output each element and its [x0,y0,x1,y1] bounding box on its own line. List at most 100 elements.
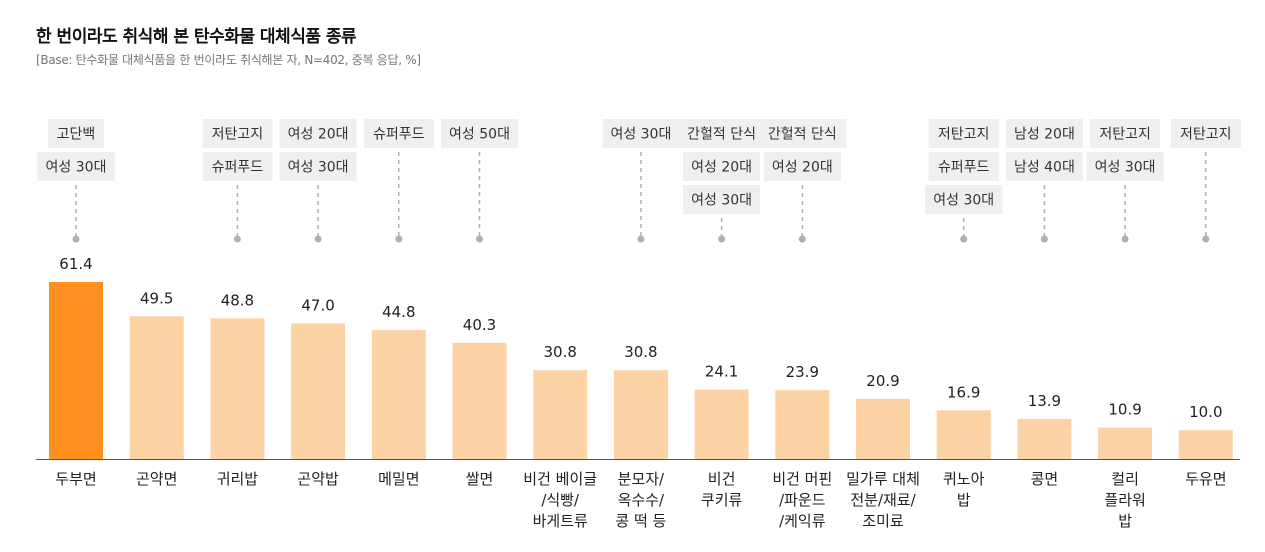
category-label-0: 두부면 [55,470,96,488]
connector-dot-13 [1121,235,1129,243]
category-label-12: 콩면 [1031,470,1059,488]
bar-7 [613,370,668,459]
category-label-10: 밀가루 대체 전분/재료/조미료 [846,470,920,530]
category-label-line: 콩면 [1031,470,1059,488]
category-label-line: 밥 [1118,512,1132,530]
annotation-tag-0-1: 여성 30대 [46,160,107,176]
annotation-tag-bg-13-0 [1090,119,1161,148]
annotation-tag-bg-8-0 [677,119,766,148]
bar-12 [1017,418,1072,459]
connector-dot-4 [395,235,403,243]
category-label-line: 전분/재료/ [850,491,916,509]
category-labels: 두부면 곤약면 귀리밥 곤약밥 메밀면 쌀면 비건 베이글/식빵/바게트류 분모자/옥수수/콩… [55,470,1226,530]
annotation-tag-bg-8-1 [683,152,761,181]
category-label-line: 비건 베이글 [523,470,597,488]
annotation-tag-0-0: 고단백 [57,127,96,143]
annotation-tag-bg-9-0 [758,119,847,148]
category-label-line: 비건 머핀 [772,470,832,488]
category-label-line: 조미료 [862,512,904,530]
connector-dot-8 [718,235,726,243]
annotation-tag-11-1: 슈퍼푸드 [938,160,990,176]
value-label-11: 16.9 [947,383,980,401]
bar-14 [1178,430,1233,459]
annotation-tag-8-2: 여성 30대 [691,193,752,209]
bar-5 [452,342,507,459]
annotation-tag-bg-2-1 [202,152,273,181]
bar-10 [856,398,910,459]
annotation-tag-3-1: 여성 30대 [288,160,349,176]
bar-8 [694,389,749,459]
bar-0 [49,282,103,459]
annotation-tag-bg-0-1 [37,152,115,181]
category-label-6: 비건 베이글/식빵/바게트류 [523,470,597,530]
annotation-tag-14-0: 저탄고지 [1180,127,1232,143]
category-label-line: 귀리밥 [217,470,259,488]
annotation-tag-bg-14-0 [1170,119,1241,148]
connector-dot-0 [72,235,80,243]
annotation-tag-3-0: 여성 20대 [288,127,349,143]
value-label-7: 30.8 [624,343,657,361]
bar-4 [371,329,426,459]
value-labels: 61.4 49.5 48.8 47.0 44.8 40.3 30.8 30.8 24.1 23.9… [59,255,1222,421]
annotation-tag-bg-5-0 [440,119,518,148]
annotation-tag-bg-7-0 [602,119,680,148]
category-label-line: 분모자/ [618,470,665,488]
category-label-line: 밥 [957,491,971,509]
annotation-tag-13-0: 저탄고지 [1099,127,1151,143]
chart-title: 한 번이라도 취식해 본 탄수화물 대체식품 종류 [36,27,357,47]
category-label-5: 쌀면 [466,470,494,488]
value-label-12: 13.9 [1028,392,1061,410]
annotation-tag-9-0: 간헐적 단식 [768,127,837,143]
category-label-line: 옥수수/ [618,491,665,509]
value-label-4: 44.8 [382,303,415,321]
category-label-9: 비건 머핀/파운드/케익류 [772,470,832,530]
category-label-line: 쿠키류 [701,491,743,509]
chart-subtitle: [Base: 탄수화물 대체식품을 한 번이라도 취식해본 자, N=402, … [36,53,421,67]
value-label-14: 10.0 [1189,403,1222,421]
annotation-tag-12-1: 남성 40대 [1014,160,1075,176]
value-label-8: 24.1 [705,363,738,381]
category-label-line: 비건 [708,470,736,488]
category-label-2: 귀리밥 [217,470,259,488]
connector-dot-7 [637,235,645,243]
annotation-tag-bg-2-0 [202,119,273,148]
bar-2 [210,318,265,459]
annotation-tag-bg-9-1 [763,152,841,181]
bar-11 [936,410,991,459]
annotation-tag-bg-13-1 [1086,152,1164,181]
category-label-line: /케익류 [779,512,826,530]
category-label-line: 플라워 [1104,491,1145,509]
connector-dot-9 [798,235,806,243]
category-label-line: /식빵/ [541,491,580,509]
value-label-5: 40.3 [463,316,496,334]
annotation-tag-12-0: 남성 20대 [1014,127,1075,143]
category-label-line: 두유면 [1185,470,1226,488]
category-label-line: /파운드 [779,491,826,509]
category-label-line: 퀴노아 [943,470,985,488]
annotation-tag-7-0: 여성 30대 [610,127,671,143]
category-label-1: 곤약면 [136,470,177,488]
value-label-6: 30.8 [543,343,576,361]
value-label-9: 23.9 [786,363,819,381]
category-label-line: 두부면 [55,470,96,488]
value-label-0: 61.4 [59,255,92,273]
annotation-tag-9-1: 여성 20대 [772,160,833,176]
annotation-tag-bg-11-0 [928,119,999,148]
annotation-tag-8-1: 여성 20대 [691,160,752,176]
connector-dot-14 [1202,235,1210,243]
annotation-tag-13-1: 여성 30대 [1095,160,1156,176]
category-label-line: 바게트류 [533,512,588,530]
category-label-line: 콩 떡 등 [615,512,666,530]
connector-dot-3 [314,235,322,243]
value-label-1: 49.5 [140,289,173,307]
bar-6 [533,370,588,459]
category-label-line: 메밀면 [378,470,419,488]
value-label-13: 10.9 [1108,401,1141,419]
connector-dot-11 [960,235,968,243]
annotation-tag-bg-11-2 [925,185,1003,214]
category-label-line: 곤약밥 [297,470,339,488]
